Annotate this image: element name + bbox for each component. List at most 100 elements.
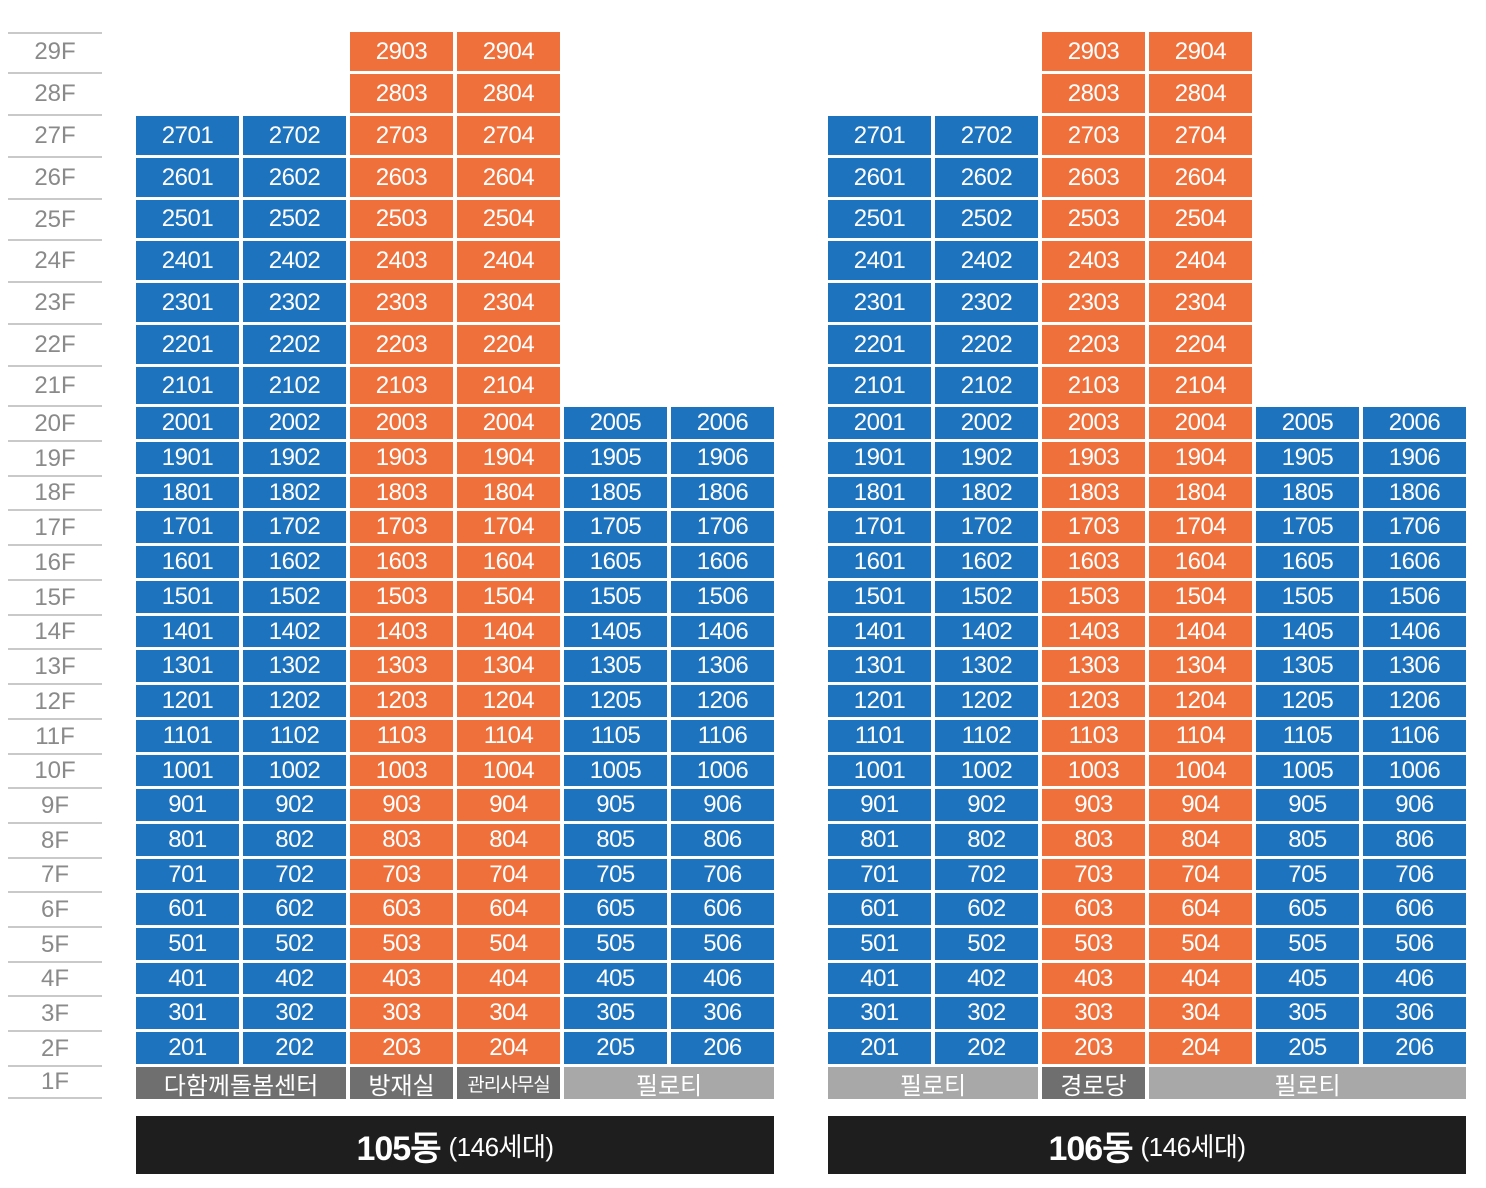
- floor-label: 24F: [8, 241, 102, 283]
- unit-cell: 2701: [828, 116, 931, 155]
- unit-cell: 2102: [243, 367, 346, 404]
- unit-cell: 803: [1042, 824, 1145, 856]
- unit-cell: 2501: [136, 200, 239, 238]
- unit-cell: 1501: [828, 581, 931, 613]
- unit-cell: 1402: [935, 616, 1038, 647]
- unit-cell: 1606: [671, 546, 774, 578]
- unit-cell: 306: [1363, 997, 1466, 1029]
- unit-cell: 2004: [457, 407, 560, 439]
- floor-label: 4F: [8, 963, 102, 997]
- unit-cell: 1506: [1363, 581, 1466, 613]
- unit-cell: 1601: [828, 546, 931, 578]
- unit-cell: 1805: [1256, 477, 1359, 508]
- unit-cell: 2403: [350, 241, 453, 280]
- unit-cell: 1704: [1149, 511, 1252, 543]
- unit-cell: 701: [136, 859, 239, 890]
- unit-cell: 1906: [1363, 442, 1466, 474]
- unit-cell: 403: [1042, 963, 1145, 994]
- unit-cell: 306: [671, 997, 774, 1029]
- unit-cell: 506: [671, 928, 774, 960]
- unit-cell: 505: [564, 928, 667, 960]
- unit-cell: 1305: [564, 650, 667, 682]
- unit-cell: 1802: [243, 477, 346, 508]
- unit-cell: 2804: [457, 74, 560, 113]
- unit-cell: 401: [828, 963, 931, 994]
- unit-cell: 2402: [935, 241, 1038, 280]
- unit-cell: 2203: [1042, 325, 1145, 364]
- unit-cell: 901: [136, 789, 239, 821]
- unit-cell: 1002: [243, 755, 346, 786]
- unit-cell: 1601: [136, 546, 239, 578]
- unit-cell: 1505: [1256, 581, 1359, 613]
- unit-cell: 1905: [1256, 442, 1359, 474]
- unit-cell: 703: [1042, 859, 1145, 890]
- unit-cell: 1002: [935, 755, 1038, 786]
- floor-label: 22F: [8, 325, 102, 367]
- unit-cell: 1203: [1042, 685, 1145, 717]
- unit-cell: 303: [1042, 997, 1145, 1029]
- unit-cell: 1005: [1256, 755, 1359, 786]
- unit-cell: 2804: [1149, 74, 1252, 113]
- floor-label: 23F: [8, 283, 102, 325]
- unit-cell: 602: [243, 893, 346, 925]
- unit-cell: 2003: [1042, 407, 1145, 439]
- unit-cell: 1003: [350, 755, 453, 786]
- unit-cell: 301: [136, 997, 239, 1029]
- unit-cell: 503: [350, 928, 453, 960]
- unit-cell: 1101: [828, 720, 931, 752]
- unit-cell: 2302: [243, 283, 346, 322]
- unit-cell: 2404: [1149, 241, 1252, 280]
- unit-cell: 2203: [350, 325, 453, 364]
- unit-cell: 1404: [457, 616, 560, 647]
- unit-cell: 804: [1149, 824, 1252, 856]
- unit-cell: 2703: [350, 116, 453, 155]
- unit-cell: 403: [350, 963, 453, 994]
- unit-cell: 806: [671, 824, 774, 856]
- unit-cell: 706: [671, 859, 774, 890]
- unit-cell: 203: [350, 1032, 453, 1064]
- ground-facility: 필로티: [1149, 1067, 1466, 1100]
- unit-cell: 605: [1256, 893, 1359, 925]
- unit-cell: 1703: [350, 511, 453, 543]
- unit-cell: 903: [350, 789, 453, 821]
- unit-cell: 504: [457, 928, 560, 960]
- floor-label: 11F: [8, 720, 102, 755]
- unit-cell: 803: [350, 824, 453, 856]
- floor-label: 29F: [8, 32, 102, 74]
- unit-cell: 1703: [1042, 511, 1145, 543]
- unit-cell: 2601: [136, 158, 239, 197]
- floor-label: 21F: [8, 367, 102, 407]
- unit-cell: 702: [935, 859, 1038, 890]
- unit-cell: 1106: [671, 720, 774, 752]
- unit-cell: 304: [457, 997, 560, 1029]
- unit-cell: 1902: [243, 442, 346, 474]
- unit-cell: 2104: [1149, 367, 1252, 404]
- unit-cell: 702: [243, 859, 346, 890]
- unit-cell: 2005: [1256, 407, 1359, 439]
- unit-cell: 1506: [671, 581, 774, 613]
- unit-cell: 2904: [457, 32, 560, 71]
- unit-cell: 1501: [136, 581, 239, 613]
- unit-cell: 2904: [1149, 32, 1252, 71]
- unit-cell: 2402: [243, 241, 346, 280]
- unit-cell: 805: [564, 824, 667, 856]
- unit-cell: 2602: [935, 158, 1038, 197]
- unit-cell: 603: [350, 893, 453, 925]
- unit-cell: 1005: [564, 755, 667, 786]
- unit-cell: 2702: [935, 116, 1038, 155]
- unit-cell: 804: [457, 824, 560, 856]
- unit-cell: 1203: [350, 685, 453, 717]
- unit-cell: 2403: [1042, 241, 1145, 280]
- unit-cell: 2702: [243, 116, 346, 155]
- unit-cell: 405: [564, 963, 667, 994]
- ground-facility: 방재실: [350, 1067, 453, 1100]
- unit-cell: 2401: [136, 241, 239, 280]
- unit-cell: 1802: [935, 477, 1038, 508]
- unit-cell: 1702: [935, 511, 1038, 543]
- unit-cell: 2006: [1363, 407, 1466, 439]
- floor-label: 5F: [8, 928, 102, 963]
- unit-cell: 1803: [350, 477, 453, 508]
- unit-cell: 505: [1256, 928, 1359, 960]
- floor-column-top-rule: [8, 32, 102, 34]
- unit-cell: 2404: [457, 241, 560, 280]
